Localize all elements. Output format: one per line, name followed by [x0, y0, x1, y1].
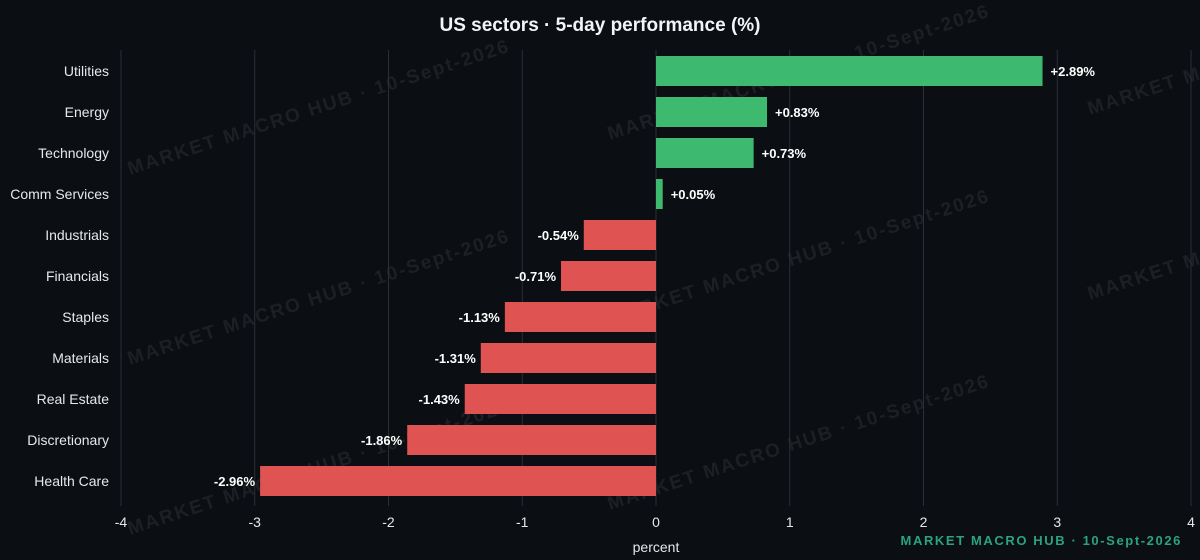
category-label: Real Estate: [37, 391, 110, 407]
bar-health-care: [260, 466, 656, 496]
bar-financials: [561, 261, 656, 291]
chart-title: US sectors · 5-day performance (%): [440, 15, 761, 36]
x-tick-label: -4: [115, 514, 128, 530]
data-label: +2.89%: [1051, 64, 1096, 79]
x-axis-label: percent: [633, 539, 680, 555]
category-label: Energy: [65, 104, 109, 120]
x-tick-label: -3: [249, 514, 262, 530]
data-label: +0.73%: [762, 146, 807, 161]
bar-technology: [656, 138, 754, 168]
category-label: Comm Services: [10, 186, 109, 202]
x-tick-labels: -4 -3 -2 -1 0 1 2 3 4: [115, 514, 1195, 530]
data-label: -1.31%: [435, 351, 477, 366]
bar-comm-services: [656, 179, 663, 209]
x-tick-label: 1: [786, 514, 794, 530]
watermark-text: MARKET MACRO HUB · 10-Sept-2026: [1085, 0, 1200, 120]
x-tick-label: 0: [652, 514, 660, 530]
bar-energy: [656, 97, 768, 127]
data-label: -1.13%: [459, 310, 501, 325]
bar-series: [260, 56, 1043, 496]
bar-utilities: [656, 56, 1043, 86]
x-tick-label: 2: [920, 514, 928, 530]
credit-text: MARKET MACRO HUB · 10-Sept-2026: [901, 533, 1182, 548]
watermark-text: MARKET MACRO HUB · 10-Sept-2026: [605, 371, 993, 515]
category-label: Staples: [62, 309, 109, 325]
category-label: Utilities: [64, 63, 109, 79]
x-tick-label: 3: [1053, 514, 1061, 530]
category-labels: Utilities Energy Technology Comm Services In…: [10, 63, 109, 489]
watermark-text: MARKET MACRO HUB · 10-Sept-2026: [1085, 161, 1200, 305]
data-label: -2.96%: [214, 474, 256, 489]
bar-industrials: [583, 220, 656, 250]
data-label: +0.05%: [671, 187, 716, 202]
data-label: -1.86%: [361, 433, 403, 448]
bar-materials: [480, 343, 656, 373]
x-tick-label: 4: [1187, 514, 1195, 530]
data-label: -0.54%: [538, 228, 580, 243]
bar-discretionary: [407, 425, 656, 455]
category-label: Health Care: [34, 473, 109, 489]
bar-real-estate: [464, 384, 656, 414]
bar-staples: [504, 302, 656, 332]
data-label: -0.71%: [515, 269, 557, 284]
data-label: -1.43%: [419, 392, 461, 407]
category-label: Materials: [52, 350, 109, 366]
watermark-text: MARKET MACRO HUB · 10-Sept-2026: [125, 226, 513, 370]
data-labels: +2.89% +0.83% +0.73% +0.05% -0.54% -0.71% -1.1…: [214, 64, 1096, 489]
watermark-text: MARKET MACRO HUB · 10-Sept-2026: [125, 36, 513, 180]
category-label: Discretionary: [27, 432, 109, 448]
x-tick-label: -2: [382, 514, 395, 530]
category-label: Financials: [46, 268, 109, 284]
category-label: Industrials: [45, 227, 109, 243]
data-label: +0.83%: [775, 105, 820, 120]
watermark-text: MARKET MACRO HUB · 10-Sept-2026: [605, 186, 993, 330]
category-label: Technology: [38, 145, 109, 161]
x-tick-label: -1: [516, 514, 529, 530]
